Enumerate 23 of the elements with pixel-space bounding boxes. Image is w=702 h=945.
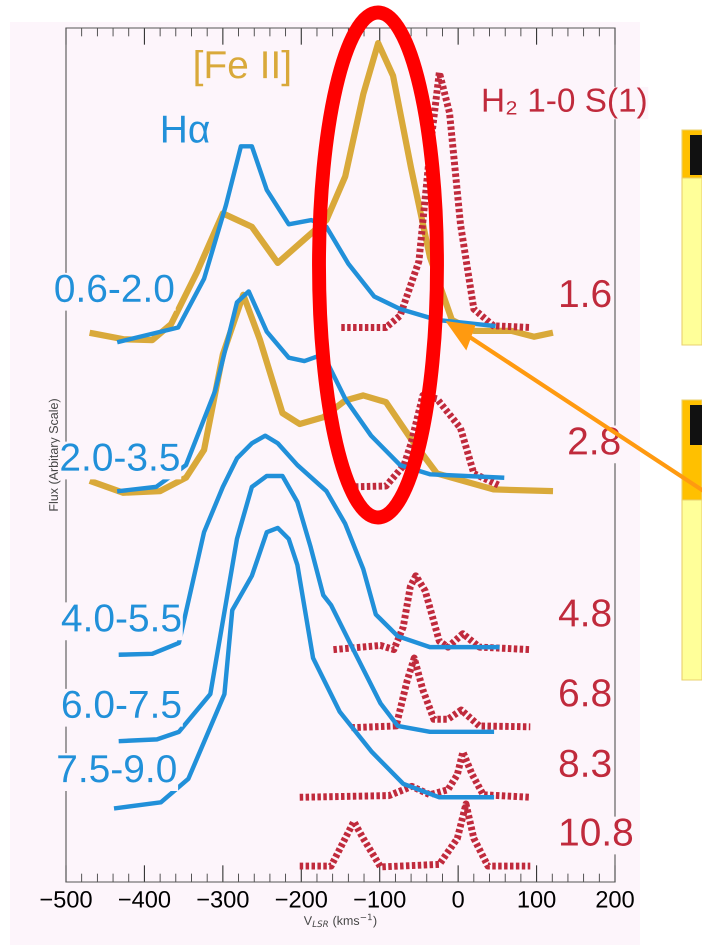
annotation: 1.6 [561, 280, 610, 308]
x-axis-title: V$_{LSR}$ (kms$^{−1}$) [304, 914, 376, 928]
annotation: H₂ 1-0 S(1) [484, 87, 646, 119]
x-tick-label: −400 [119, 890, 170, 908]
x-tick-label: −300 [197, 890, 249, 908]
annotation: 4.8 [558, 599, 610, 627]
annotation: Hα [162, 116, 210, 143]
annotation: [Fe II] [195, 50, 290, 86]
annotation: 6.8 [560, 679, 610, 707]
x-tick-label: −100 [354, 890, 406, 908]
annotation: 2.0-3.5 [61, 443, 179, 471]
annotation: 0.6-2.0 [55, 274, 174, 302]
x-tick-label: −200 [276, 890, 327, 908]
x-tick-label: 100 [518, 890, 556, 908]
y-axis-title: Flux (Arbitary Scale) [48, 399, 60, 511]
x-tick-label: −500 [40, 890, 92, 908]
annotation: 4.0-5.5 [62, 604, 180, 632]
x-tick-label: 0 [452, 890, 464, 908]
x-tick-label: 200 [596, 890, 634, 908]
annotation: 7.5-9.0 [58, 754, 176, 783]
annotation: 10.8 [561, 818, 632, 846]
annotation: 6.0-7.5 [62, 690, 180, 718]
annotation: 8.3 [560, 750, 610, 778]
